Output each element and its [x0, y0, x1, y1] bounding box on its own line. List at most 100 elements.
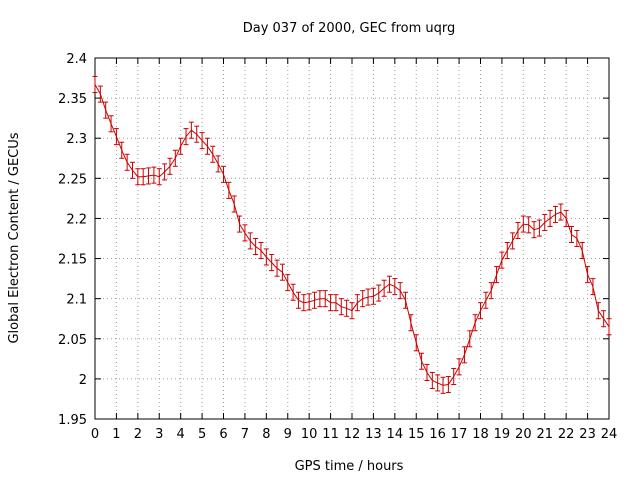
error-bar	[194, 125, 200, 143]
error-bar	[92, 75, 98, 93]
x-tick-label: 7	[241, 427, 249, 442]
x-tick-label: 12	[344, 427, 361, 442]
error-bar	[440, 376, 446, 394]
error-bar	[574, 229, 580, 248]
error-bar	[124, 153, 130, 171]
data-series	[92, 75, 612, 394]
error-bar	[419, 352, 425, 370]
x-tick-label: 6	[219, 427, 227, 442]
chart-title: Day 037 of 2000, GEC from uqrg	[243, 21, 456, 36]
error-bar	[129, 161, 135, 179]
error-bar	[285, 274, 291, 292]
error-bar	[215, 155, 221, 173]
error-bar	[231, 195, 237, 213]
error-bar	[376, 284, 382, 302]
error-bar	[113, 128, 119, 146]
error-bar	[601, 310, 607, 328]
error-bar	[349, 302, 355, 320]
error-bar	[520, 215, 526, 233]
error-bar	[569, 225, 575, 244]
error-bar	[328, 294, 334, 312]
error-bar	[253, 238, 259, 256]
error-bar	[178, 137, 184, 155]
error-bar	[247, 232, 253, 250]
error-bar	[413, 334, 419, 352]
x-tick-label: 9	[284, 427, 292, 442]
x-tick-label: 14	[387, 427, 404, 442]
error-bar	[151, 166, 157, 184]
error-bar	[467, 330, 473, 348]
x-tick-label: 0	[91, 427, 99, 442]
error-bar	[408, 314, 414, 332]
error-bar	[606, 318, 612, 336]
x-tick-label: 22	[558, 427, 575, 442]
error-bar	[435, 374, 441, 392]
error-bar	[558, 203, 564, 221]
error-bar	[590, 278, 596, 296]
y-tick-label: 1.95	[58, 413, 87, 428]
error-bar	[210, 145, 216, 163]
error-bar	[338, 298, 344, 316]
error-bar	[183, 128, 189, 146]
error-bar	[456, 358, 462, 376]
error-bar	[488, 282, 494, 300]
y-tick-label: 2.35	[58, 92, 87, 107]
x-tick-label: 19	[494, 427, 511, 442]
error-bar	[135, 168, 141, 186]
y-axis-label: Global Electron Content / GECUs	[7, 132, 22, 343]
error-bar	[445, 375, 451, 394]
x-tick-label: 3	[155, 427, 163, 442]
error-bar	[397, 282, 403, 300]
x-tick-label: 18	[472, 427, 489, 442]
x-tick-label: 20	[515, 427, 532, 442]
error-bar	[269, 254, 275, 272]
error-bar	[526, 216, 532, 234]
x-tick-label: 17	[451, 427, 468, 442]
error-bar	[237, 215, 243, 233]
error-bar	[472, 314, 478, 332]
y-tick-label: 2.3	[66, 132, 87, 147]
y-tick-label: 2.1	[66, 293, 87, 308]
error-bar	[542, 213, 548, 231]
error-bar	[274, 259, 280, 277]
y-tick-label: 2.05	[58, 333, 87, 348]
error-bar	[221, 165, 226, 183]
error-bar	[167, 157, 173, 175]
error-bar	[579, 242, 585, 260]
error-bar	[424, 363, 430, 381]
error-bar	[295, 291, 301, 309]
error-bar	[451, 367, 457, 386]
error-bar	[344, 299, 350, 317]
error-bar	[563, 209, 569, 227]
error-bar	[370, 287, 376, 305]
error-bar	[429, 371, 435, 390]
error-bar	[461, 346, 467, 364]
y-tick-label: 2.15	[58, 253, 87, 268]
error-bar	[279, 263, 285, 281]
error-bar	[290, 283, 296, 301]
error-bar	[386, 275, 392, 293]
error-bar	[499, 251, 505, 269]
error-bar	[595, 302, 601, 320]
x-tick-label: 15	[408, 427, 425, 442]
x-tick-label: 4	[177, 427, 185, 442]
error-bar	[333, 294, 339, 312]
x-tick-label: 16	[429, 427, 446, 442]
error-bar	[312, 291, 318, 309]
error-bar	[172, 149, 178, 167]
error-bar	[536, 219, 542, 237]
error-bar	[531, 221, 537, 239]
y-tick-label: 2.2	[66, 212, 87, 227]
error-bar	[156, 168, 162, 186]
error-bar	[108, 115, 114, 133]
error-bar	[478, 302, 483, 320]
error-bar	[199, 132, 205, 150]
x-tick-label: 13	[365, 427, 382, 442]
error-bar	[146, 167, 152, 185]
x-tick-label: 5	[198, 427, 206, 442]
error-bar	[242, 224, 248, 242]
x-axis-label: GPS time / hours	[295, 459, 404, 474]
error-bar	[403, 291, 409, 309]
error-bar	[494, 266, 500, 284]
